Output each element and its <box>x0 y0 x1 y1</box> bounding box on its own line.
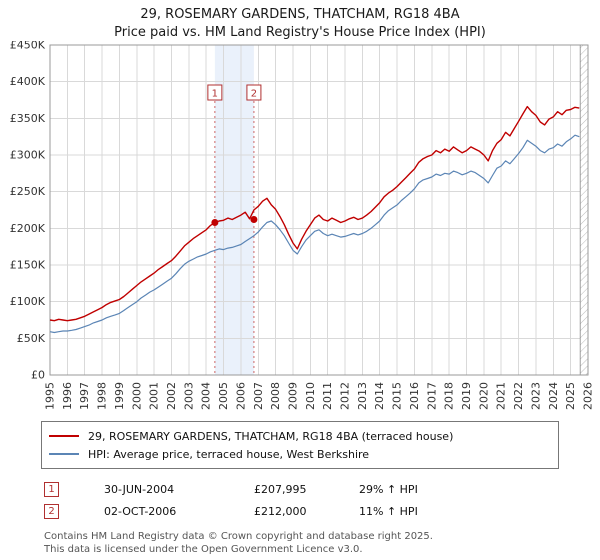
svg-text:1997: 1997 <box>78 382 91 410</box>
property-line-swatch <box>49 435 79 438</box>
svg-text:1996: 1996 <box>61 382 74 410</box>
footer-line1: Contains HM Land Registry data © Crown c… <box>44 531 433 543</box>
svg-text:2018: 2018 <box>443 382 456 410</box>
svg-text:2017: 2017 <box>425 382 438 410</box>
sale-1-hpi-delta: 29% ↑ HPI <box>359 482 418 496</box>
sale-1-date: 30-JUN-2004 <box>104 482 175 496</box>
svg-text:1995: 1995 <box>44 382 57 410</box>
svg-text:2004: 2004 <box>200 382 213 410</box>
sale-row-2: 2 02-OCT-2006 £212,000 11% ↑ HPI <box>44 500 600 522</box>
hpi-line-swatch <box>49 453 79 456</box>
svg-text:£100K: £100K <box>10 295 46 308</box>
sales-table: 1 30-JUN-2004 £207,995 29% ↑ HPI 2 02-OC… <box>44 478 600 522</box>
price-chart: 1 2 £0 £50K £100K £150K £200K £250K £300K £350K £4… <box>10 41 595 410</box>
svg-text:£350K: £350K <box>10 112 46 125</box>
sale-2-price: £212,000 <box>254 504 307 518</box>
svg-text:£250K: £250K <box>10 185 46 198</box>
sale-1-price: £207,995 <box>254 482 307 496</box>
svg-text:2009: 2009 <box>286 382 299 410</box>
page-title: 29, ROSEMARY GARDENS, THATCHAM, RG18 4BA <box>140 7 460 22</box>
svg-text:2020: 2020 <box>477 382 490 410</box>
svg-text:2007: 2007 <box>252 382 265 410</box>
svg-text:2013: 2013 <box>356 382 369 410</box>
svg-text:1: 1 <box>212 89 218 100</box>
svg-text:2023: 2023 <box>529 382 542 410</box>
svg-text:2003: 2003 <box>182 382 195 410</box>
page-subtitle: Price paid vs. HM Land Registry's House … <box>114 24 486 40</box>
svg-text:£450K: £450K <box>10 41 46 52</box>
svg-text:2012: 2012 <box>339 382 352 410</box>
svg-text:2011: 2011 <box>321 382 334 410</box>
svg-text:£0: £0 <box>31 369 45 382</box>
footer-line2: This data is licensed under the Open Gov… <box>44 544 363 556</box>
svg-text:1999: 1999 <box>113 382 126 410</box>
svg-text:2005: 2005 <box>217 382 230 410</box>
svg-text:2014: 2014 <box>373 382 386 410</box>
svg-text:£50K: £50K <box>17 332 46 345</box>
svg-text:2026: 2026 <box>582 382 595 410</box>
svg-text:1998: 1998 <box>96 382 109 410</box>
svg-text:2025: 2025 <box>564 382 577 410</box>
svg-text:2002: 2002 <box>165 382 178 410</box>
sale-2-date: 02-OCT-2006 <box>104 504 177 518</box>
sale-2-marker: 2 <box>44 503 59 519</box>
footer: Contains HM Land Registry data © Crown c… <box>44 530 600 556</box>
chart-header: 29, ROSEMARY GARDENS, THATCHAM, RG18 4BA… <box>0 0 600 41</box>
sale-row-1: 1 30-JUN-2004 £207,995 29% ↑ HPI <box>44 478 600 500</box>
svg-text:2008: 2008 <box>269 382 282 410</box>
sale-2-hpi-delta: 11% ↑ HPI <box>359 504 418 518</box>
svg-text:£300K: £300K <box>10 149 46 162</box>
sale-1-marker: 1 <box>44 481 59 497</box>
svg-text:2000: 2000 <box>130 382 143 410</box>
svg-text:2: 2 <box>251 89 257 100</box>
svg-text:2001: 2001 <box>148 382 161 410</box>
svg-text:2010: 2010 <box>304 382 317 410</box>
svg-text:2015: 2015 <box>391 382 404 410</box>
legend-label-property: 29, ROSEMARY GARDENS, THATCHAM, RG18 4BA… <box>88 429 454 443</box>
svg-text:£150K: £150K <box>10 259 46 272</box>
svg-text:2021: 2021 <box>495 382 508 410</box>
svg-text:£400K: £400K <box>10 75 46 88</box>
svg-text:2006: 2006 <box>234 382 247 410</box>
svg-text:£200K: £200K <box>10 222 46 235</box>
legend: 29, ROSEMARY GARDENS, THATCHAM, RG18 4BA… <box>41 421 559 470</box>
legend-item-property: 29, ROSEMARY GARDENS, THATCHAM, RG18 4BA… <box>49 427 551 445</box>
svg-text:2022: 2022 <box>512 382 525 410</box>
svg-text:2024: 2024 <box>547 382 560 410</box>
legend-label-hpi: HPI: Average price, terraced house, West… <box>88 447 370 461</box>
svg-text:2016: 2016 <box>408 382 421 410</box>
svg-text:2019: 2019 <box>460 382 473 410</box>
legend-item-hpi: HPI: Average price, terraced house, West… <box>49 445 551 463</box>
